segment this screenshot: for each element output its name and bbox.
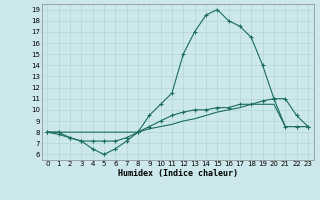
X-axis label: Humidex (Indice chaleur): Humidex (Indice chaleur) bbox=[118, 169, 237, 178]
